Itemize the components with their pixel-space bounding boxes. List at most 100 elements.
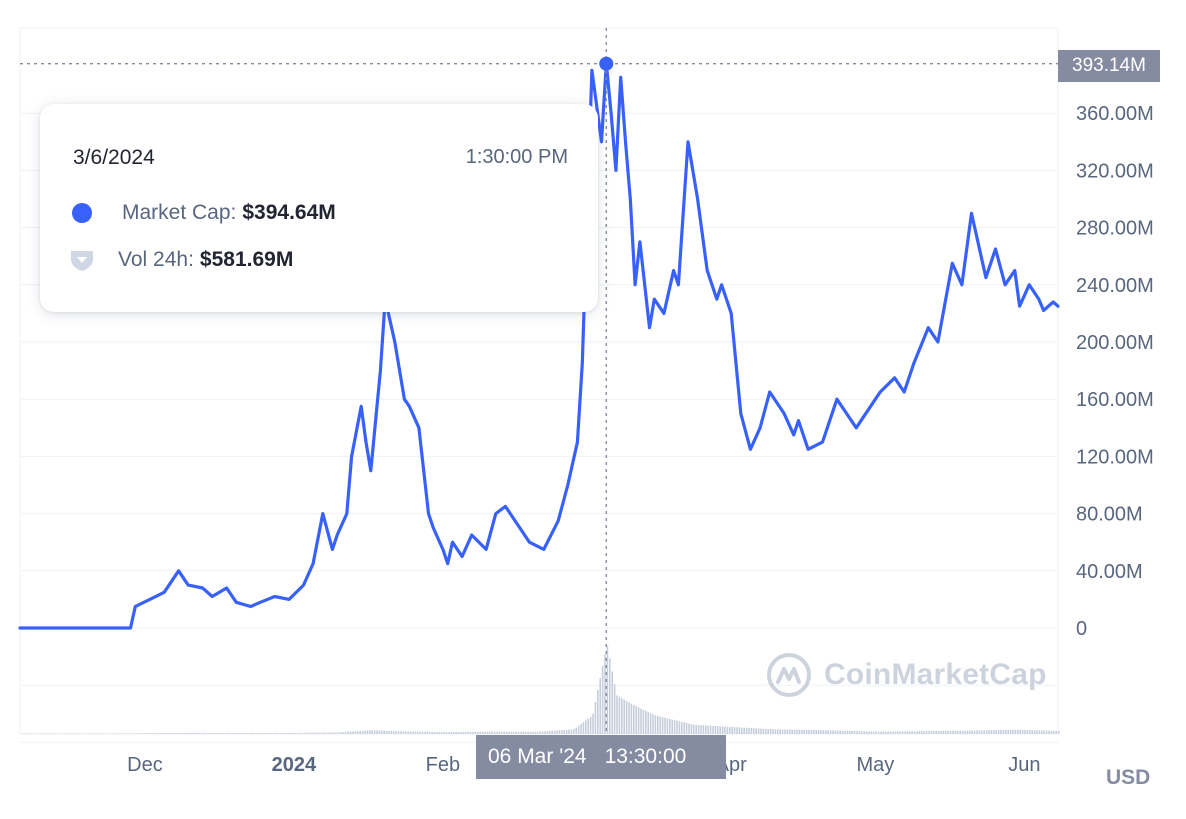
- volume-bar: [537, 731, 539, 734]
- volume-bar: [498, 731, 501, 734]
- volume-bar: [359, 730, 361, 734]
- volume-bar: [155, 733, 157, 734]
- volume-bar: [585, 720, 587, 734]
- volume-bar: [357, 731, 359, 734]
- volume-bar: [815, 730, 817, 734]
- volume-bar: [412, 731, 414, 734]
- volume-bar: [865, 731, 868, 734]
- market-cap-line[interactable]: [18, 62, 1060, 630]
- tooltip-volume-label: Vol 24h:: [118, 248, 194, 271]
- volume-bar: [57, 733, 59, 734]
- volume-bar: [292, 732, 294, 734]
- volume-bar: [486, 731, 489, 734]
- volume-bar: [733, 727, 736, 734]
- volume-bar: [49, 733, 52, 734]
- volume-bar: [846, 730, 849, 734]
- currency-label: USD: [1106, 766, 1151, 789]
- volume-bar: [813, 730, 815, 734]
- volume-bar: [853, 731, 856, 734]
- tooltip-market-cap-label: Market Cap:: [122, 201, 237, 224]
- volume-bar: [90, 733, 93, 734]
- y-tick-label: 320.00M: [1076, 160, 1154, 182]
- volume-bar: [539, 731, 541, 734]
- volume-bar: [210, 732, 213, 734]
- volume-bar: [42, 733, 45, 734]
- x-crosshair-badge: 06 Mar '24 13:30:00: [476, 735, 726, 779]
- volume-bar: [234, 733, 237, 734]
- volume-bar: [311, 732, 313, 734]
- volume-bar: [133, 733, 136, 734]
- volume-bar: [484, 731, 486, 734]
- volume-bar: [287, 732, 289, 734]
- volume-bar: [779, 729, 781, 734]
- tooltip-volume-value: $581.69M: [199, 248, 294, 271]
- volume-bar: [419, 731, 421, 734]
- volume-bar: [222, 732, 225, 734]
- volume-bar: [652, 714, 654, 734]
- volume-bar: [189, 732, 191, 734]
- volume-bar: [661, 717, 664, 734]
- volume-bar: [467, 731, 469, 734]
- volume-bar: [83, 733, 85, 734]
- volume-bar: [417, 731, 419, 734]
- volume-bar: [33, 733, 35, 734]
- volume-bar: [681, 721, 683, 734]
- volume-bar: [450, 732, 453, 734]
- volume-bar: [777, 729, 779, 734]
- volume-bar: [558, 730, 561, 734]
- volume-bar: [244, 733, 246, 734]
- volume-bar: [405, 731, 407, 734]
- volume-bar: [481, 731, 484, 734]
- volume-bar: [35, 733, 37, 734]
- volume-bar: [462, 731, 465, 734]
- volume-bar: [285, 732, 287, 734]
- volume-bar: [841, 730, 844, 734]
- volume-bar: [253, 733, 256, 734]
- watermark-text: CoinMarketCap: [824, 658, 1047, 691]
- volume-bar: [966, 730, 969, 734]
- volume-bar: [712, 725, 714, 734]
- volume-bar: [117, 733, 119, 734]
- volume-bar: [421, 731, 424, 734]
- volume-bar: [23, 733, 25, 734]
- volume-bar: [971, 730, 973, 734]
- volume-bar: [119, 733, 121, 734]
- volume-bar: [373, 730, 376, 734]
- volume-bar: [371, 730, 373, 734]
- volume-bar: [945, 730, 947, 734]
- volume-bar: [1029, 730, 1031, 734]
- volume-bar: [256, 733, 258, 734]
- volume-bar: [141, 733, 143, 734]
- coinmarketcap-logo-icon: [767, 653, 811, 697]
- volume-bar: [493, 731, 496, 734]
- y-tick-label: 80.00M: [1076, 504, 1143, 526]
- volume-bar: [827, 730, 829, 734]
- volume-bar: [575, 727, 577, 734]
- volume-bar: [349, 731, 352, 734]
- volume-bar: [947, 730, 949, 734]
- volume-bar: [131, 733, 133, 734]
- volume-bar: [232, 733, 234, 734]
- volume-bar: [925, 731, 928, 734]
- volume-bar: [145, 733, 148, 734]
- volume-bar: [313, 732, 316, 734]
- volume-bars: [21, 645, 1060, 734]
- tooltip-market-cap-row: Market Cap: $394.64M: [72, 198, 336, 228]
- volume-bar: [808, 729, 810, 734]
- volume-bar: [280, 732, 282, 734]
- volume-bar: [563, 730, 565, 734]
- volume-bar: [93, 733, 95, 734]
- volume-bar: [400, 731, 402, 734]
- volume-bar: [635, 706, 637, 734]
- volume-bar: [717, 726, 719, 734]
- volume-bar: [909, 731, 911, 734]
- volume-bar: [78, 733, 81, 734]
- volume-bar: [928, 731, 930, 734]
- volume-bar: [573, 729, 575, 734]
- volume-bar: [316, 732, 318, 734]
- volume-bar: [107, 733, 109, 734]
- volume-bar: [551, 730, 553, 734]
- volume-bar: [333, 732, 335, 734]
- volume-bar: [246, 733, 249, 734]
- market-cap-dot-icon: [72, 203, 92, 223]
